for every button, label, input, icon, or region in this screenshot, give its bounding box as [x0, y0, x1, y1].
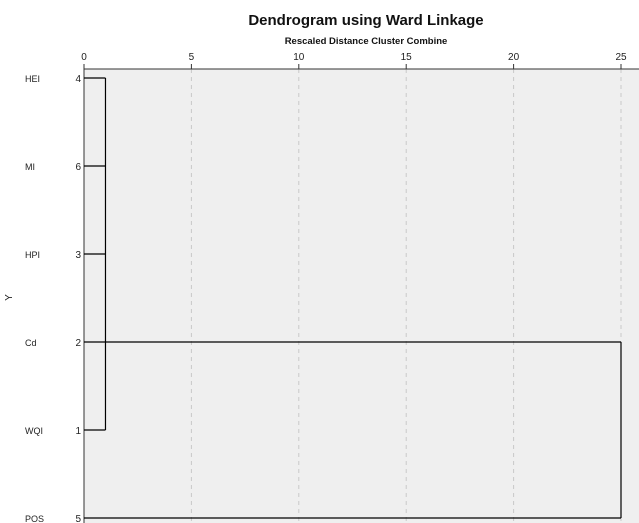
leaf-label-HPI: HPI	[25, 250, 40, 260]
leaf-case-WQI: 1	[75, 426, 81, 437]
chart-subtitle: Rescaled Distance Cluster Combine	[284, 36, 448, 47]
leaf-case-Cd: 2	[75, 338, 81, 349]
leaf-case-MI: 6	[75, 162, 81, 173]
x-tick-label-10: 10	[293, 52, 305, 63]
leaf-case-HEI: 4	[75, 74, 81, 85]
x-tick-label-5: 5	[189, 52, 195, 63]
x-tick-label-25: 25	[615, 52, 627, 63]
plot-background	[84, 69, 639, 523]
leaf-case-POS: 5	[75, 514, 81, 523]
leaf-case-HPI: 3	[75, 250, 81, 261]
x-tick-label-15: 15	[401, 52, 413, 63]
leaf-label-MI: MI	[25, 162, 35, 172]
chart-title: Dendrogram using Ward Linkage	[248, 12, 484, 29]
leaf-label-WQI: WQI	[25, 426, 43, 436]
leaf-label-POS: POS	[25, 514, 44, 523]
leaf-label-HEI: HEI	[25, 74, 40, 84]
leaf-label-Cd: Cd	[25, 338, 37, 348]
x-tick-label-0: 0	[81, 52, 87, 63]
x-tick-label-20: 20	[508, 52, 520, 63]
